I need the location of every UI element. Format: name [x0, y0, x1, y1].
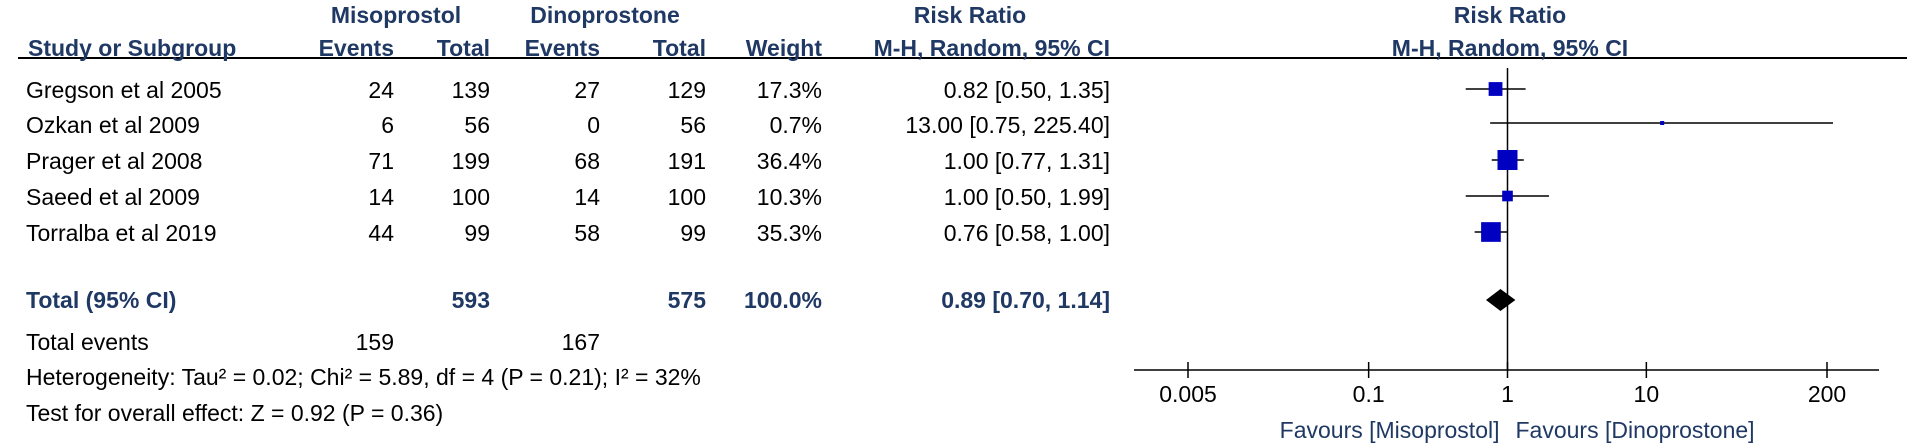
miso-events: 6 — [381, 112, 394, 138]
header-rule-plot — [1110, 57, 1907, 59]
dino-events: 68 — [574, 148, 600, 174]
heterogeneity-text: Heterogeneity: Tau² = 0.02; Chi² = 5.89,… — [26, 364, 701, 390]
header-plot-title: Risk Ratio — [1453, 2, 1567, 28]
dino-events: 0 — [587, 112, 600, 138]
study-weight: 17.3% — [756, 77, 822, 103]
total-events-miso: 159 — [355, 329, 394, 355]
header-study: Study or Subgroup — [28, 35, 237, 61]
miso-events: 24 — [368, 77, 394, 103]
miso-total: 139 — [451, 77, 490, 103]
miso-events: 14 — [368, 184, 394, 210]
total-rr: 0.89 [0.70, 1.14] — [941, 287, 1110, 313]
miso-total: 56 — [464, 112, 490, 138]
header-method: M-H, Random, 95% CI — [873, 35, 1110, 61]
dino-total: 191 — [667, 148, 706, 174]
study-name: Torralba et al 2019 — [26, 220, 217, 246]
favours-right-label: Favours [Dinoprostone] — [1516, 417, 1755, 443]
study-name: Ozkan et al 2009 — [26, 112, 200, 138]
miso-total: 99 — [464, 220, 490, 246]
study-rr: 0.76 [0.58, 1.00] — [943, 220, 1110, 246]
dino-events: 58 — [574, 220, 600, 246]
pooled-diamond — [1485, 289, 1516, 311]
header-rule-table — [18, 57, 1110, 59]
study-name: Prager et al 2008 — [26, 148, 203, 174]
total-events-dino: 167 — [561, 329, 600, 355]
dino-total: 129 — [667, 77, 706, 103]
miso-events: 44 — [368, 220, 394, 246]
study-name: Gregson et al 2005 — [26, 77, 222, 103]
total-label: Total (95% CI) — [26, 287, 177, 313]
study-rr: 1.00 [0.77, 1.31] — [943, 148, 1110, 174]
overall-effect-text: Test for overall effect: Z = 0.92 (P = 0… — [26, 400, 444, 426]
x-tick-label: 1 — [1501, 381, 1514, 407]
study-weight: 10.3% — [756, 184, 822, 210]
x-tick-label: 0.1 — [1353, 381, 1385, 407]
study-weight: 36.4% — [756, 148, 822, 174]
point-estimate — [1481, 222, 1501, 242]
miso-total: 100 — [451, 184, 490, 210]
total-miso-total: 593 — [451, 287, 490, 313]
total-weight: 100.0% — [743, 287, 822, 313]
point-estimate — [1488, 82, 1503, 96]
study-name: Saeed et al 2009 — [26, 184, 200, 210]
study-rr: 1.00 [0.50, 1.99] — [943, 184, 1110, 210]
miso-events: 71 — [368, 148, 394, 174]
point-estimate — [1497, 150, 1518, 170]
header-risk-ratio: Risk Ratio — [913, 2, 1027, 28]
total-dino-total: 575 — [667, 287, 706, 313]
study-weight: 0.7% — [769, 112, 822, 138]
study-rr: 13.00 [0.75, 225.40] — [905, 112, 1110, 138]
dino-events: 27 — [574, 77, 600, 103]
favours-left-label: Favours [Misoprostol] — [1280, 417, 1500, 443]
miso-total: 199 — [451, 148, 490, 174]
header-miso-events: Events — [318, 35, 394, 61]
header-miso-total: Total — [436, 35, 490, 61]
study-rr: 0.82 [0.50, 1.35] — [943, 77, 1110, 103]
x-tick-label: 10 — [1634, 381, 1660, 407]
header-plot-method: M-H, Random, 95% CI — [1391, 35, 1629, 61]
total-events-label: Total events — [26, 329, 149, 355]
x-tick-label: 0.005 — [1159, 381, 1217, 407]
dino-total: 100 — [667, 184, 706, 210]
x-tick-label: 200 — [1808, 381, 1846, 407]
dino-total: 99 — [680, 220, 706, 246]
dino-events: 14 — [574, 184, 600, 210]
header-dino-events: Events — [524, 35, 600, 61]
header-weight: Weight — [745, 35, 822, 61]
point-estimate — [1502, 190, 1513, 202]
point-estimate — [1660, 121, 1665, 125]
header-dino-total: Total — [652, 35, 706, 61]
dino-total: 56 — [680, 112, 706, 138]
header-dinoprostone: Dinoprostone — [530, 2, 680, 28]
header-misoprostol: Misoprostol — [330, 2, 462, 28]
study-weight: 35.3% — [756, 220, 822, 246]
